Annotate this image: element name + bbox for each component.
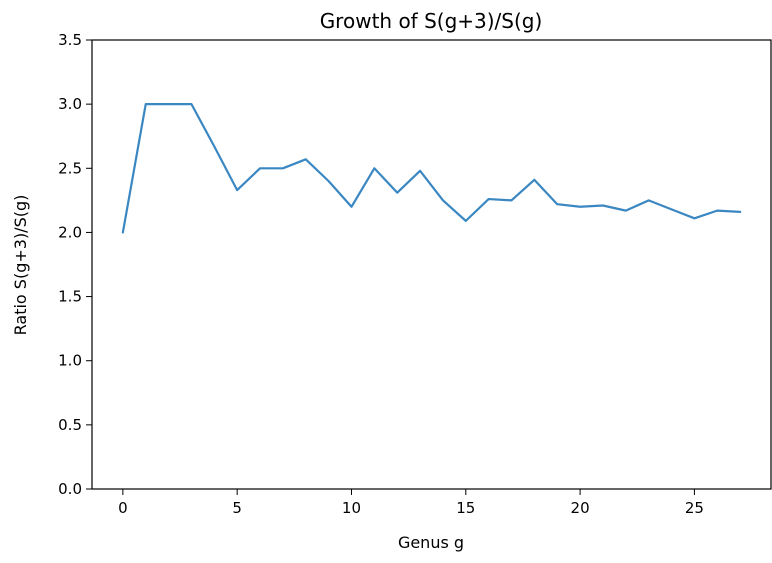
plot-frame <box>91 39 772 490</box>
chart-title: Growth of S(g+3)/S(g) <box>320 9 543 33</box>
x-tick-label: 10 <box>342 499 361 517</box>
x-axis-label: Genus g <box>398 533 464 552</box>
y-tick-label: 2.0 <box>58 223 82 241</box>
y-axis-label: Ratio S(g+3)/S(g) <box>11 195 30 336</box>
axis-ticks: 0 5 10 15 20 25 0.0 0.5 1.0 1.5 2.0 2.5 3.0 3.5 <box>58 31 704 517</box>
y-tick-label: 0.0 <box>58 480 82 498</box>
y-tick-label: 1.0 <box>58 352 82 370</box>
series-line <box>121 103 742 234</box>
y-tick-label: 2.5 <box>58 159 82 177</box>
x-tick-label: 5 <box>232 499 242 517</box>
y-tick-label: 0.5 <box>58 416 82 434</box>
x-tick-label: 0 <box>118 499 128 517</box>
y-tick-label: 3.0 <box>58 95 82 113</box>
x-tick-label: 20 <box>571 499 590 517</box>
y-tick-label: 1.5 <box>58 288 82 306</box>
plot-area <box>91 39 772 490</box>
x-tick-label: 15 <box>456 499 475 517</box>
y-tick-label: 3.5 <box>58 31 82 49</box>
x-tick-label: 25 <box>685 499 704 517</box>
